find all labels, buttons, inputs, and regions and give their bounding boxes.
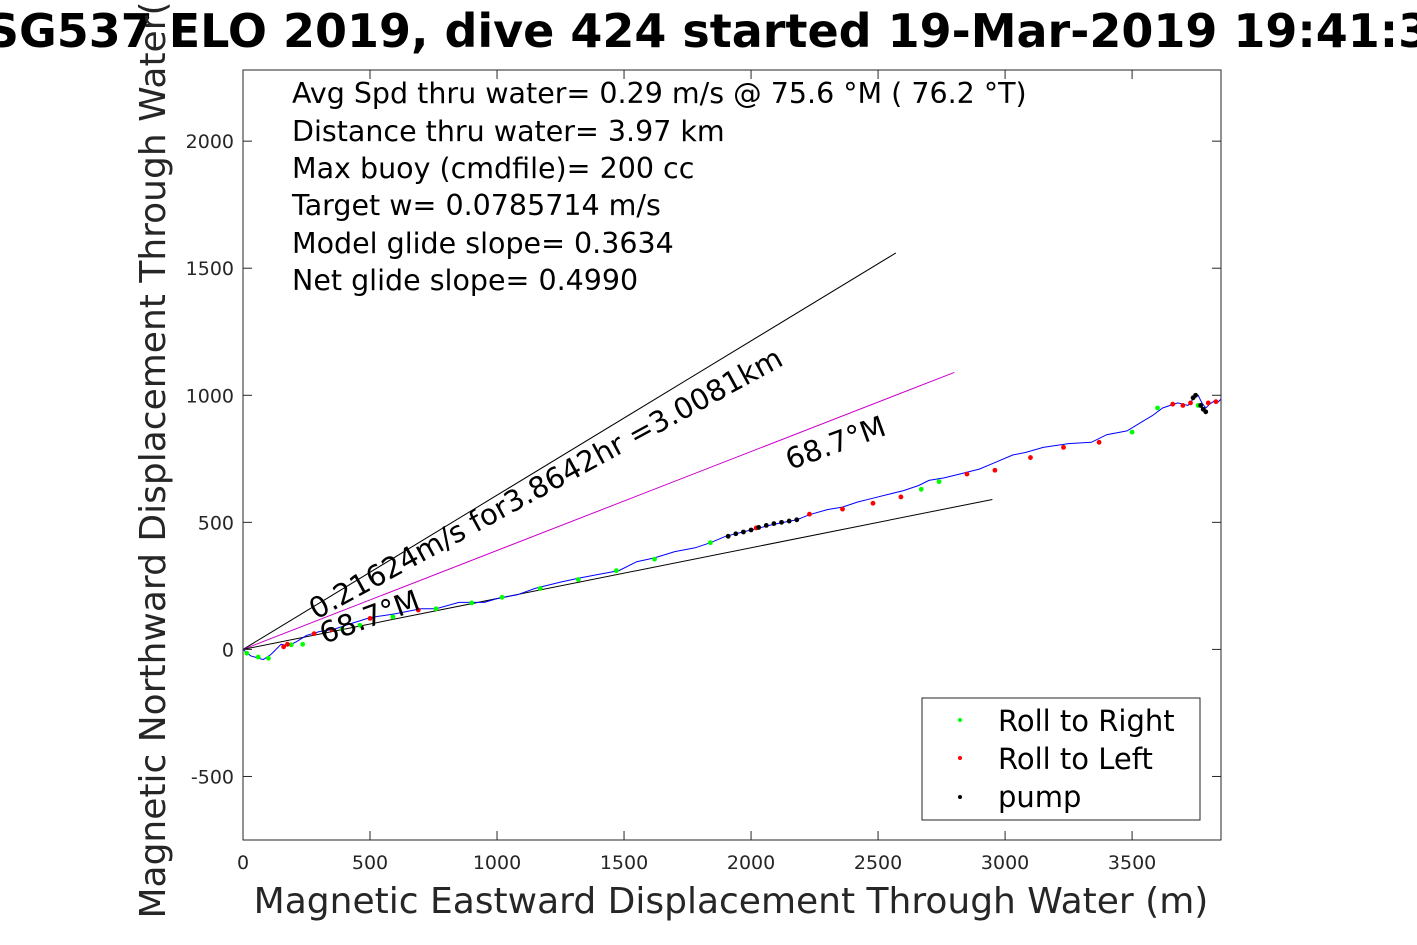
marker-roll-to-right <box>614 568 619 574</box>
marker-roll-to-right <box>936 479 942 485</box>
marker-roll-to-right <box>652 556 657 562</box>
legend-label-pump: pump <box>998 780 1081 814</box>
info-line: Max buoy (cmdfile)= 200 cc <box>292 152 694 185</box>
marker-layer <box>244 392 1219 661</box>
marker-roll-to-right <box>339 626 345 632</box>
marker-roll-to-right <box>918 486 924 492</box>
marker-roll-to-left <box>1096 439 1102 445</box>
marker-roll-to-right <box>537 586 543 591</box>
info-line: Distance thru water= 3.97 km <box>292 115 725 148</box>
marker-pump <box>779 519 784 525</box>
marker-roll-to-left <box>367 616 373 621</box>
reference-lines <box>242 252 993 650</box>
y-tick-label: 2000 <box>186 131 234 153</box>
reference-line-shallow <box>242 498 993 650</box>
marker-roll-to-left <box>311 631 317 637</box>
info-line: Target w= 0.0785714 m/s <box>291 189 661 222</box>
marker-roll-to-left <box>964 471 970 477</box>
marker-roll-to-left <box>281 644 287 650</box>
legend-marker-pump <box>958 795 962 799</box>
marker-roll-to-right <box>708 540 713 546</box>
x-tick-label: 500 <box>352 852 388 874</box>
marker-roll-to-right <box>1155 405 1160 411</box>
marker-roll-to-left <box>807 511 812 517</box>
marker-roll-to-left <box>1213 399 1219 405</box>
legend-label-roll-right: Roll to Right <box>998 704 1175 738</box>
marker-roll-to-left <box>329 627 335 632</box>
info-line: Net glide slope= 0.4990 <box>292 264 638 297</box>
legend-box <box>921 697 1201 821</box>
chart-title: SG537 ELO 2019, dive 424 started 19-Mar-… <box>0 4 1417 58</box>
marker-roll-to-right <box>255 654 261 660</box>
marker-roll-to-right <box>433 606 439 612</box>
x-tick-label: 0 <box>237 852 249 874</box>
legend-marker-roll-right <box>958 718 962 722</box>
y-tick-label: 1500 <box>186 258 234 280</box>
marker-roll-to-left <box>415 607 421 613</box>
marker-roll-to-left <box>1180 403 1186 408</box>
reference-line-heading <box>242 371 955 650</box>
marker-roll-to-left <box>1188 400 1193 406</box>
y-axis-ticks: -500 0 500 1000 1500 2000 <box>186 131 1221 788</box>
marker-roll-to-right <box>469 600 475 606</box>
marker-pump <box>1203 409 1209 415</box>
marker-roll-to-left <box>840 506 845 512</box>
marker-roll-to-right <box>390 614 396 620</box>
info-block: Avg Spd thru water= 0.29 m/s @ 75.6 °M (… <box>291 77 1027 297</box>
reference-line-steep <box>242 252 897 650</box>
legend-entry-pump: pump <box>958 780 1081 814</box>
marker-pump <box>1198 403 1204 408</box>
marker-pump <box>741 529 746 535</box>
marker-pump <box>756 525 762 530</box>
legend: Roll to Right Roll to Left pump <box>921 697 1201 821</box>
x-axis-label: Magnetic Eastward Displacement Through W… <box>254 881 1209 922</box>
marker-pump <box>786 518 792 524</box>
marker-roll-to-right <box>244 650 250 656</box>
x-tick-label: 3000 <box>981 852 1029 874</box>
marker-roll-to-left <box>870 500 876 506</box>
marker-pump <box>794 517 800 523</box>
x-axis-ticks: 0 500 1000 1500 2000 2500 3000 3500 <box>237 70 1156 874</box>
marker-roll-to-left <box>992 467 998 473</box>
marker-pump <box>1193 392 1198 398</box>
y-tick-label: 500 <box>198 512 234 534</box>
legend-entry-roll-right: Roll to Right <box>958 704 1175 738</box>
marker-pump <box>771 521 777 527</box>
y-axis-label: Magnetic Northward Displacement Through … <box>133 1 174 918</box>
marker-roll-to-right <box>575 577 581 582</box>
marker-roll-to-left <box>1205 400 1211 406</box>
x-tick-label: 1500 <box>600 852 648 874</box>
marker-roll-to-left <box>1028 455 1033 460</box>
marker-roll-to-right <box>1129 429 1135 435</box>
y-tick-label: -500 <box>191 766 234 788</box>
x-tick-label: 3500 <box>1108 852 1156 874</box>
marker-pump <box>763 522 769 528</box>
legend-label-roll-left: Roll to Left <box>998 742 1153 776</box>
marker-roll-to-right <box>300 641 306 647</box>
legend-entry-roll-left: Roll to Left <box>958 742 1153 776</box>
marker-pump <box>733 531 739 537</box>
marker-pump <box>725 533 731 539</box>
marker-roll-to-right <box>266 655 271 661</box>
y-tick-label: 1000 <box>186 385 234 407</box>
marker-roll-to-left <box>1061 444 1066 450</box>
marker-roll-to-right <box>357 622 363 628</box>
x-tick-label: 2500 <box>854 852 902 874</box>
marker-roll-to-left <box>898 494 904 500</box>
marker-roll-to-right <box>499 594 505 600</box>
legend-marker-roll-left <box>958 756 962 760</box>
marker-roll-to-left <box>1170 401 1176 407</box>
y-tick-label: 0 <box>222 639 234 661</box>
info-line: Avg Spd thru water= 0.29 m/s @ 75.6 °M (… <box>292 77 1027 110</box>
x-tick-label: 2000 <box>727 852 775 874</box>
marker-pump <box>748 527 754 533</box>
marker-roll-to-right <box>288 642 294 648</box>
marker-roll-to-left <box>285 641 290 647</box>
info-line: Model glide slope= 0.3634 <box>292 227 674 260</box>
x-tick-label: 1000 <box>473 852 521 874</box>
